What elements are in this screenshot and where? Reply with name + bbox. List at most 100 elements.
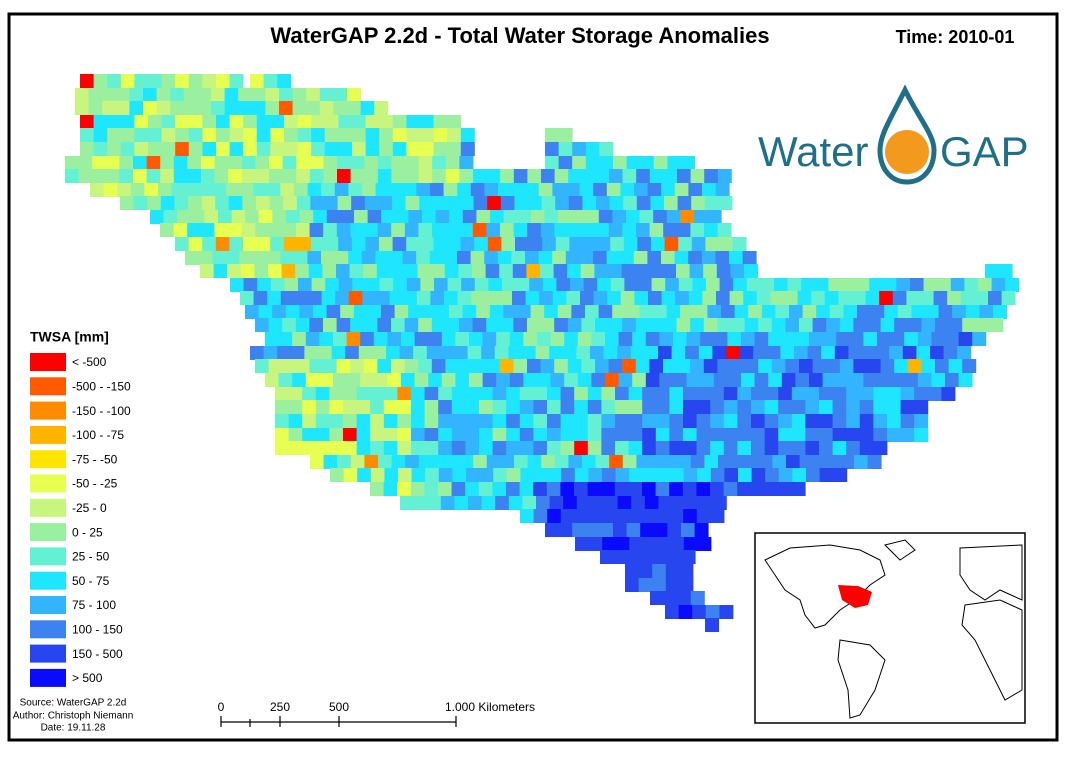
- grid-cell: [549, 346, 564, 360]
- grid-cell: [468, 496, 482, 510]
- grid-cell: [404, 223, 419, 237]
- grid-cell: [373, 332, 388, 346]
- grid-cell: [677, 169, 691, 183]
- grid-cell: [322, 264, 337, 278]
- grid-cell: [945, 332, 959, 346]
- grid-cell: [356, 441, 371, 455]
- grid-cell: [554, 318, 569, 332]
- grid-cell: [651, 278, 666, 292]
- grid-cell: [784, 291, 798, 305]
- grid-cell: [146, 169, 161, 183]
- grid-cell: [581, 359, 596, 373]
- grid-cell: [394, 210, 409, 224]
- grid-cell: [506, 441, 521, 455]
- grid-cell: [279, 101, 293, 115]
- grid-cell: [674, 251, 689, 265]
- grid-cell: [173, 156, 188, 170]
- grid-cell: [887, 400, 901, 414]
- grid-cell: [306, 101, 321, 115]
- grid-cell: [292, 373, 307, 387]
- grid-cell: [873, 441, 888, 455]
- legend: < -500 -500 - -150 -150 - -100 -100 - -75 -7…: [30, 353, 131, 687]
- grid-cell: [492, 387, 507, 401]
- grid-cell: [343, 441, 357, 455]
- grid-cell: [642, 509, 657, 523]
- grid-cell: [882, 278, 897, 292]
- grid-cell: [618, 373, 633, 387]
- grid-cell: [547, 509, 562, 523]
- grid-cell: [527, 318, 541, 332]
- legend-label: -25 - 0: [72, 501, 107, 515]
- grid-cell: [346, 373, 361, 387]
- grid-cell: [406, 128, 421, 142]
- grid-cell: [974, 291, 989, 305]
- grid-cell: [360, 373, 375, 387]
- grid-cell: [649, 318, 664, 332]
- grid-cell: [700, 332, 715, 346]
- grid-cell: [900, 414, 915, 428]
- grid-cell: [595, 169, 610, 183]
- grid-cell: [656, 537, 671, 551]
- grid-cell: [626, 156, 641, 170]
- grid-cell: [451, 428, 466, 442]
- grid-cell: [575, 537, 589, 551]
- grid-cell: [717, 223, 732, 237]
- grid-cell: [133, 169, 147, 183]
- grid-cell: [705, 618, 719, 632]
- grid-cell: [631, 496, 646, 510]
- grid-cell: [470, 251, 485, 265]
- grid-cell: [718, 196, 733, 210]
- grid-cell: [418, 455, 433, 469]
- grid-cell: [795, 332, 810, 346]
- grid-cell: [950, 278, 965, 292]
- grid-cell: [792, 468, 807, 482]
- grid-cell: [511, 251, 526, 265]
- grid-cell: [482, 373, 497, 387]
- grid-cell: [197, 88, 212, 102]
- grid-cell: [511, 183, 526, 197]
- grid-cell: [957, 346, 972, 360]
- credit: Date: 19.11.28: [41, 723, 106, 734]
- grid-cell: [190, 210, 205, 224]
- grid-cell: [751, 387, 765, 401]
- grid-cell: [160, 223, 174, 237]
- grid-cell: [533, 387, 548, 401]
- grid-cell: [493, 468, 508, 482]
- grid-cell: [226, 183, 240, 197]
- grid-cell: [873, 387, 888, 401]
- grid-cell: [599, 142, 614, 156]
- grid-cell: [309, 156, 324, 170]
- grid-cell: [595, 223, 610, 237]
- grid-cell: [666, 305, 681, 319]
- grid-cell: [902, 346, 917, 360]
- grid-cell: [636, 455, 651, 469]
- grid-cell: [591, 373, 606, 387]
- grid-cell: [734, 305, 749, 319]
- grid-cell: [588, 468, 603, 482]
- grid-cell: [447, 278, 462, 292]
- grid-cell: [379, 278, 394, 292]
- grid-cell: [993, 305, 1007, 319]
- grid-cell: [538, 183, 553, 197]
- grid-cell: [268, 359, 283, 373]
- grid-cell: [319, 88, 334, 102]
- grid-cell: [435, 305, 450, 319]
- grid-cell: [404, 264, 418, 278]
- grid-cell: [432, 455, 447, 469]
- grid-cell: [93, 142, 108, 156]
- grid-cell: [80, 128, 94, 142]
- grid-cell: [513, 359, 528, 373]
- grid-cell: [523, 373, 538, 387]
- grid-cell: [937, 278, 952, 292]
- grid-cell: [241, 156, 256, 170]
- grid-cell: [497, 251, 512, 265]
- grid-cell: [447, 237, 461, 251]
- grid-cell: [214, 169, 229, 183]
- europe: [959, 544, 1023, 601]
- grid-cell: [330, 468, 344, 482]
- grid-cell: [661, 251, 675, 265]
- grid-cell: [719, 278, 734, 292]
- grid-cell: [508, 496, 523, 510]
- grid-cell: [336, 318, 351, 332]
- grid-cell: [648, 264, 663, 278]
